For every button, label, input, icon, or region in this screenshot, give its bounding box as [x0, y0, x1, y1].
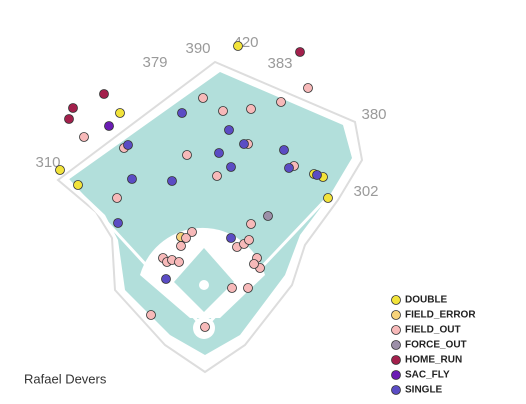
hit-point — [218, 106, 228, 116]
legend-swatch — [391, 310, 401, 320]
hit-point — [198, 93, 208, 103]
legend-swatch — [391, 325, 401, 335]
hit-point — [174, 257, 184, 267]
hit-point — [312, 170, 322, 180]
hit-point — [187, 227, 197, 237]
hit-point — [224, 125, 234, 135]
legend-swatch — [391, 295, 401, 305]
legend-label: SINGLE — [405, 385, 443, 396]
hit-point — [113, 218, 123, 228]
legend-label: FORCE_OUT — [405, 340, 467, 351]
legend-swatch — [391, 355, 401, 365]
hit-point — [146, 310, 156, 320]
hit-point — [226, 162, 236, 172]
hit-point — [244, 235, 254, 245]
outfield — [68, 72, 352, 355]
legend-swatch — [391, 370, 401, 380]
distance-label: 383 — [267, 55, 292, 72]
distance-label: 390 — [185, 40, 210, 57]
legend-swatch — [391, 385, 401, 395]
hit-point — [64, 114, 74, 124]
hit-point — [323, 193, 333, 203]
hit-point — [214, 148, 224, 158]
hit-point — [227, 283, 237, 293]
hit-point — [226, 233, 236, 243]
hit-point — [112, 193, 122, 203]
hit-point — [104, 121, 114, 131]
hit-point — [161, 274, 171, 284]
hit-point — [99, 89, 109, 99]
hit-point — [200, 322, 210, 332]
hit-point — [68, 103, 78, 113]
hit-point — [233, 41, 243, 51]
chart-title: Rafael Devers — [24, 371, 107, 386]
hit-point — [279, 145, 289, 155]
hit-point — [177, 108, 187, 118]
hit-point — [127, 174, 137, 184]
hit-point — [246, 104, 256, 114]
hit-point — [295, 47, 305, 57]
hit-point — [284, 163, 294, 173]
legend-label: DOUBLE — [405, 295, 448, 306]
distance-label: 379 — [142, 54, 167, 71]
legend-label: FIELD_ERROR — [405, 310, 476, 321]
hit-point — [181, 233, 191, 243]
hit-point — [79, 132, 89, 142]
hit-point — [73, 180, 83, 190]
hit-point — [55, 165, 65, 175]
hit-point — [263, 211, 273, 221]
distance-label: 302 — [353, 183, 378, 200]
field-outline — [56, 60, 364, 374]
hit-point — [249, 259, 259, 269]
legend-label: FIELD_OUT — [405, 325, 461, 336]
legend-label: HOME_RUN — [405, 355, 462, 366]
hit-point — [246, 219, 256, 229]
hit-point — [243, 283, 253, 293]
hit-point — [303, 83, 313, 93]
legend-swatch — [391, 340, 401, 350]
hit-point — [239, 139, 249, 149]
hit-point — [276, 97, 286, 107]
distance-label: 310 — [35, 154, 60, 171]
hit-point — [123, 140, 133, 150]
mound — [199, 280, 209, 290]
hit-point — [176, 241, 186, 251]
distance-label: 380 — [361, 106, 386, 123]
hit-point — [115, 108, 125, 118]
hit-point — [182, 150, 192, 160]
legend-label: SAC_FLY — [405, 370, 450, 381]
hit-point — [167, 176, 177, 186]
hit-point — [212, 171, 222, 181]
